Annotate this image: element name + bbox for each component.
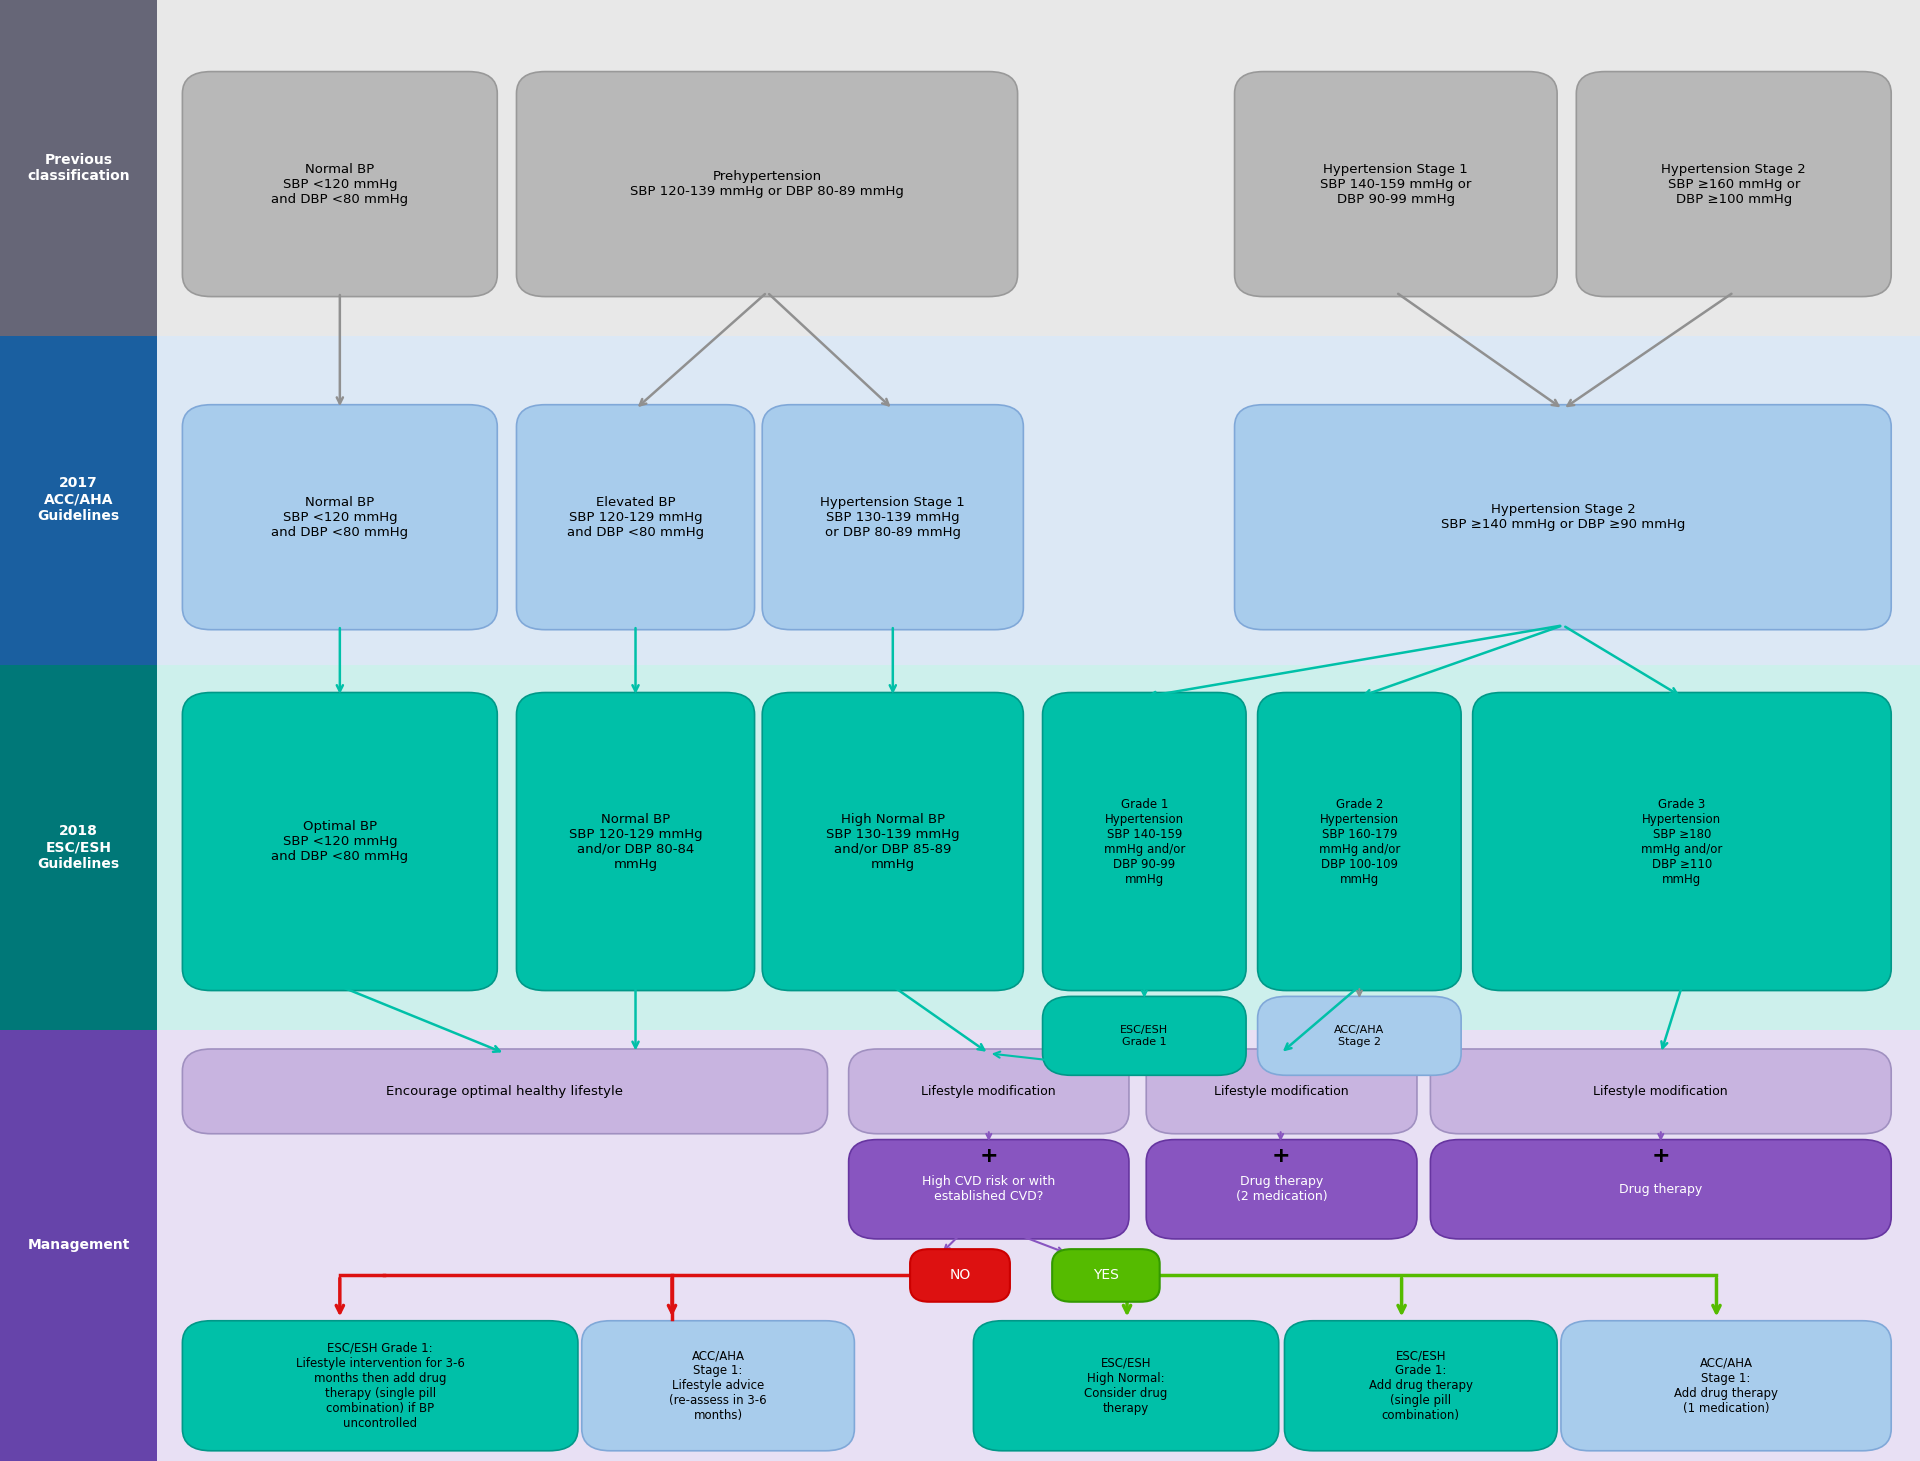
Text: +: + xyxy=(1271,1145,1290,1166)
FancyBboxPatch shape xyxy=(182,405,497,630)
FancyBboxPatch shape xyxy=(0,665,157,1030)
Text: ACC/AHA
Stage 2: ACC/AHA Stage 2 xyxy=(1334,1026,1384,1046)
Text: ESC/ESH Grade 1:
Lifestyle intervention for 3-6
months then add drug
therapy (si: ESC/ESH Grade 1: Lifestyle intervention … xyxy=(296,1341,465,1430)
Text: +: + xyxy=(979,1145,998,1166)
Text: ACC/AHA
Stage 1:
Add drug therapy
(1 medication): ACC/AHA Stage 1: Add drug therapy (1 med… xyxy=(1674,1357,1778,1414)
FancyBboxPatch shape xyxy=(1146,1140,1417,1239)
FancyBboxPatch shape xyxy=(1043,996,1246,1075)
FancyBboxPatch shape xyxy=(0,336,157,665)
Text: Encourage optimal healthy lifestyle: Encourage optimal healthy lifestyle xyxy=(386,1086,624,1097)
Text: Lifestyle modification: Lifestyle modification xyxy=(1213,1086,1350,1097)
FancyBboxPatch shape xyxy=(973,1321,1279,1451)
Text: High CVD risk or with
established CVD?: High CVD risk or with established CVD? xyxy=(922,1175,1056,1204)
Text: Lifestyle modification: Lifestyle modification xyxy=(1594,1086,1728,1097)
FancyBboxPatch shape xyxy=(0,1030,157,1461)
FancyBboxPatch shape xyxy=(1235,405,1891,630)
Text: Normal BP
SBP <120 mmHg
and DBP <80 mmHg: Normal BP SBP <120 mmHg and DBP <80 mmHg xyxy=(271,495,409,539)
FancyBboxPatch shape xyxy=(516,693,755,991)
FancyBboxPatch shape xyxy=(1576,72,1891,297)
FancyBboxPatch shape xyxy=(1043,693,1246,991)
FancyBboxPatch shape xyxy=(516,72,1018,297)
FancyBboxPatch shape xyxy=(1052,1249,1160,1302)
FancyBboxPatch shape xyxy=(182,1321,578,1451)
Text: Drug therapy
(2 medication): Drug therapy (2 medication) xyxy=(1236,1175,1327,1204)
Text: Normal BP
SBP 120-129 mmHg
and/or DBP 80-84
mmHg: Normal BP SBP 120-129 mmHg and/or DBP 80… xyxy=(568,812,703,871)
Text: YES: YES xyxy=(1092,1268,1119,1283)
FancyBboxPatch shape xyxy=(1561,1321,1891,1451)
FancyBboxPatch shape xyxy=(182,72,497,297)
Text: Previous
classification: Previous classification xyxy=(27,153,131,183)
Text: Lifestyle modification: Lifestyle modification xyxy=(922,1086,1056,1097)
FancyBboxPatch shape xyxy=(1430,1140,1891,1239)
FancyBboxPatch shape xyxy=(0,665,1920,1030)
FancyBboxPatch shape xyxy=(1430,1049,1891,1134)
FancyBboxPatch shape xyxy=(849,1049,1129,1134)
FancyBboxPatch shape xyxy=(1258,996,1461,1075)
FancyBboxPatch shape xyxy=(1146,1049,1417,1134)
FancyBboxPatch shape xyxy=(516,405,755,630)
Text: +: + xyxy=(1651,1145,1670,1166)
Text: ESC/ESH
Grade 1: ESC/ESH Grade 1 xyxy=(1119,1026,1169,1046)
Text: Normal BP
SBP <120 mmHg
and DBP <80 mmHg: Normal BP SBP <120 mmHg and DBP <80 mmHg xyxy=(271,162,409,206)
Text: Elevated BP
SBP 120-129 mmHg
and DBP <80 mmHg: Elevated BP SBP 120-129 mmHg and DBP <80… xyxy=(566,495,705,539)
FancyBboxPatch shape xyxy=(849,1140,1129,1239)
Text: Hypertension Stage 1
SBP 130-139 mmHg
or DBP 80-89 mmHg: Hypertension Stage 1 SBP 130-139 mmHg or… xyxy=(820,495,966,539)
FancyBboxPatch shape xyxy=(910,1249,1010,1302)
Text: Hypertension Stage 2
SBP ≥140 mmHg or DBP ≥90 mmHg: Hypertension Stage 2 SBP ≥140 mmHg or DB… xyxy=(1440,503,1686,532)
Text: Grade 3
Hypertension
SBP ≥180
mmHg and/or
DBP ≥110
mmHg: Grade 3 Hypertension SBP ≥180 mmHg and/o… xyxy=(1642,798,1722,885)
Text: Grade 1
Hypertension
SBP 140-159
mmHg and/or
DBP 90-99
mmHg: Grade 1 Hypertension SBP 140-159 mmHg an… xyxy=(1104,798,1185,885)
FancyBboxPatch shape xyxy=(0,0,157,336)
FancyBboxPatch shape xyxy=(762,405,1023,630)
FancyBboxPatch shape xyxy=(0,336,1920,665)
FancyBboxPatch shape xyxy=(1235,72,1557,297)
FancyBboxPatch shape xyxy=(762,693,1023,991)
Text: Grade 2
Hypertension
SBP 160-179
mmHg and/or
DBP 100-109
mmHg: Grade 2 Hypertension SBP 160-179 mmHg an… xyxy=(1319,798,1400,885)
FancyBboxPatch shape xyxy=(1258,693,1461,991)
Text: ACC/AHA
Stage 1:
Lifestyle advice
(re-assess in 3-6
months): ACC/AHA Stage 1: Lifestyle advice (re-as… xyxy=(670,1350,766,1422)
Text: 2018
ESC/ESH
Guidelines: 2018 ESC/ESH Guidelines xyxy=(38,824,119,871)
Text: Prehypertension
SBP 120-139 mmHg or DBP 80-89 mmHg: Prehypertension SBP 120-139 mmHg or DBP … xyxy=(630,169,904,199)
Text: ESC/ESH
High Normal:
Consider drug
therapy: ESC/ESH High Normal: Consider drug thera… xyxy=(1085,1357,1167,1414)
Text: Optimal BP
SBP <120 mmHg
and DBP <80 mmHg: Optimal BP SBP <120 mmHg and DBP <80 mmH… xyxy=(271,820,409,863)
FancyBboxPatch shape xyxy=(0,1030,1920,1461)
Text: Hypertension Stage 2
SBP ≥160 mmHg or
DBP ≥100 mmHg: Hypertension Stage 2 SBP ≥160 mmHg or DB… xyxy=(1661,162,1807,206)
FancyBboxPatch shape xyxy=(1284,1321,1557,1451)
Text: ESC/ESH
Grade 1:
Add drug therapy
(single pill
combination): ESC/ESH Grade 1: Add drug therapy (singl… xyxy=(1369,1350,1473,1422)
Text: Hypertension Stage 1
SBP 140-159 mmHg or
DBP 90-99 mmHg: Hypertension Stage 1 SBP 140-159 mmHg or… xyxy=(1321,162,1471,206)
FancyBboxPatch shape xyxy=(182,693,497,991)
FancyBboxPatch shape xyxy=(582,1321,854,1451)
Text: 2017
ACC/AHA
Guidelines: 2017 ACC/AHA Guidelines xyxy=(38,476,119,523)
FancyBboxPatch shape xyxy=(0,0,1920,336)
FancyBboxPatch shape xyxy=(1473,693,1891,991)
Text: Management: Management xyxy=(27,1237,131,1252)
FancyBboxPatch shape xyxy=(182,1049,828,1134)
Text: Drug therapy: Drug therapy xyxy=(1619,1183,1703,1195)
Text: NO: NO xyxy=(948,1268,972,1283)
Text: High Normal BP
SBP 130-139 mmHg
and/or DBP 85-89
mmHg: High Normal BP SBP 130-139 mmHg and/or D… xyxy=(826,812,960,871)
